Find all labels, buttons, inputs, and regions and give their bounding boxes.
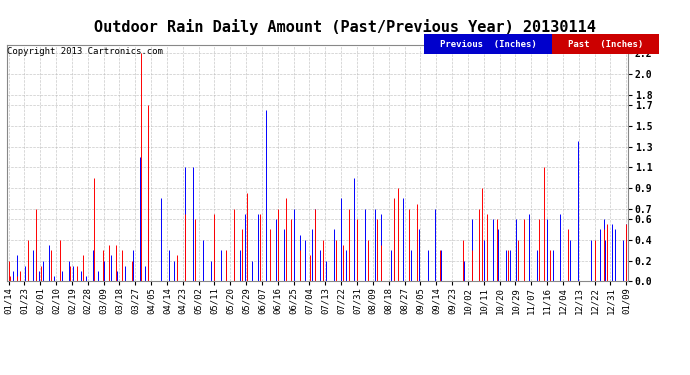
Text: Copyright 2013 Cartronics.com: Copyright 2013 Cartronics.com <box>7 47 163 56</box>
Text: Past  (Inches): Past (Inches) <box>568 40 643 49</box>
Text: Previous  (Inches): Previous (Inches) <box>440 40 537 49</box>
Text: Outdoor Rain Daily Amount (Past/Previous Year) 20130114: Outdoor Rain Daily Amount (Past/Previous… <box>94 19 596 35</box>
